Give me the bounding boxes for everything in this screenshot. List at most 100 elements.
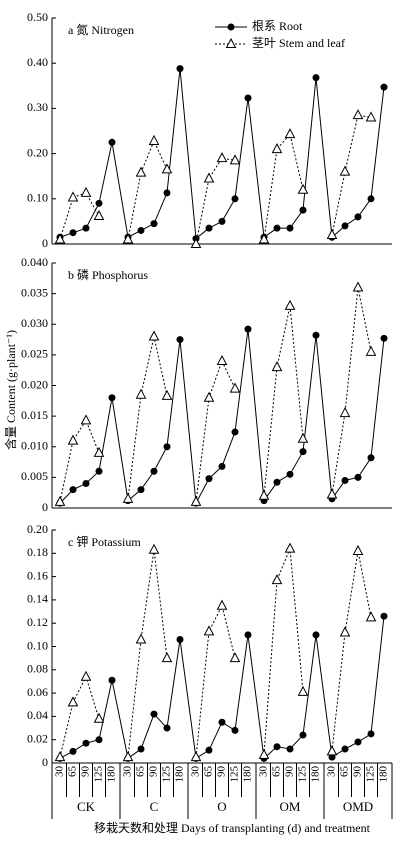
y-tick-label: 0.08	[27, 662, 48, 676]
stem-marker	[352, 544, 364, 555]
stem-marker	[297, 183, 309, 194]
stem-marker	[135, 633, 147, 644]
root-marker	[312, 74, 320, 82]
stem-marker	[297, 432, 309, 443]
series-line	[331, 114, 372, 236]
legend-marker	[225, 37, 237, 48]
root-marker	[108, 138, 116, 146]
x-tick-label: 90	[284, 766, 296, 778]
y-tick-label: 0.40	[27, 55, 48, 69]
x-tick-label: 180	[242, 766, 254, 783]
y-tick-label: 0	[42, 755, 48, 769]
stem-marker	[203, 172, 215, 183]
root-marker	[312, 631, 320, 639]
stem-marker	[339, 165, 351, 176]
y-tick-label: 0.04	[27, 708, 48, 722]
root-marker	[380, 612, 388, 620]
root-marker	[367, 730, 375, 738]
stem-marker	[326, 745, 338, 756]
stem-marker	[297, 685, 309, 696]
stem-marker	[229, 652, 241, 663]
stem-marker	[54, 751, 66, 762]
root-marker	[341, 476, 349, 484]
stem-marker	[365, 345, 377, 356]
root-marker	[95, 736, 103, 744]
stem-marker	[271, 574, 283, 585]
x-tick-label: 30	[122, 766, 134, 778]
stem-marker	[148, 543, 160, 554]
series-line	[59, 419, 100, 502]
series-line	[263, 305, 304, 496]
stem-marker	[93, 209, 105, 220]
stem-marker	[54, 495, 66, 506]
root-marker	[299, 206, 307, 214]
group-label: O	[217, 799, 226, 814]
group-label: OM	[280, 799, 301, 814]
legend-marker	[227, 23, 235, 31]
root-marker	[176, 636, 184, 644]
stem-marker	[122, 492, 134, 503]
root-marker	[341, 222, 349, 230]
stem-marker	[284, 128, 296, 139]
root-marker	[299, 731, 307, 739]
group-label: C	[150, 799, 159, 814]
series-line	[331, 550, 372, 752]
root-marker	[341, 745, 349, 753]
x-tick-label: 90	[216, 766, 228, 778]
root-marker	[367, 454, 375, 462]
series-line	[127, 549, 168, 758]
stem-marker	[80, 414, 92, 425]
root-marker	[273, 224, 281, 232]
x-tick-label: 180	[174, 766, 186, 783]
root-marker	[218, 217, 226, 225]
stem-marker	[271, 361, 283, 372]
root-marker	[286, 224, 294, 232]
root-marker	[82, 739, 90, 747]
y-tick-label: 0.06	[27, 685, 48, 699]
series-line	[59, 675, 100, 758]
stem-marker	[122, 751, 134, 762]
x-tick-label: 125	[229, 766, 241, 783]
x-tick-label: 125	[93, 766, 105, 783]
x-tick-label: 90	[148, 766, 160, 778]
stem-marker	[161, 652, 173, 663]
stem-marker	[203, 625, 215, 636]
root-marker	[69, 747, 77, 755]
y-tick-label: 0.005	[21, 469, 48, 483]
y-tick-label: 0.030	[21, 316, 48, 330]
root-marker	[176, 65, 184, 73]
root-marker	[328, 753, 336, 761]
y-tick-label: 0.020	[21, 377, 48, 391]
stem-marker	[161, 163, 173, 174]
stem-marker	[365, 111, 377, 122]
root-marker	[108, 676, 116, 684]
stem-marker	[216, 354, 228, 365]
x-tick-label: 65	[67, 766, 79, 778]
root-marker	[231, 726, 239, 734]
root-marker	[273, 478, 281, 486]
y-axis-label: 含量 Content (g·plant⁻¹)	[3, 330, 18, 450]
stem-marker	[190, 751, 202, 762]
stem-marker	[190, 237, 202, 248]
root-marker	[176, 336, 184, 344]
y-tick-label: 0.18	[27, 545, 48, 559]
root-marker	[137, 226, 145, 234]
x-tick-label: 125	[297, 766, 309, 783]
x-tick-label: 65	[135, 766, 147, 778]
series-line	[263, 548, 304, 755]
stem-marker	[161, 389, 173, 400]
root-marker	[231, 195, 239, 203]
root-marker	[380, 334, 388, 342]
stem-marker	[284, 542, 296, 553]
stem-marker	[67, 191, 79, 202]
x-tick-label: 180	[106, 766, 118, 783]
x-tick-label: 30	[190, 766, 202, 778]
root-marker	[218, 718, 226, 726]
x-tick-label: 30	[258, 766, 270, 778]
series-line	[127, 336, 168, 499]
series-line	[195, 157, 236, 245]
stem-marker	[258, 748, 270, 759]
root-marker	[312, 331, 320, 339]
root-marker	[69, 229, 77, 237]
